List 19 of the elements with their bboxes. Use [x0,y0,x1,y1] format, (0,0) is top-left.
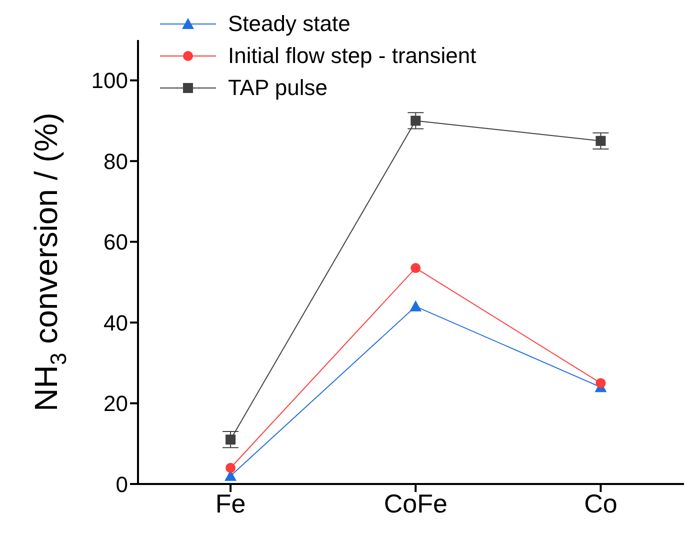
y-tick-label: 100 [91,68,128,94]
x-tick-label: Fe [215,488,246,518]
x-tick-label: Co [584,488,618,518]
point [410,300,422,312]
point [226,462,236,473]
point [410,263,421,274]
point [596,136,606,146]
legend-label: Initial flow step - transient [228,43,476,69]
legend-label: TAP pulse [228,75,328,101]
x-tick-label: CoFe [384,488,448,518]
y-tick-label: 40 [104,310,128,336]
y-tick-label: 60 [104,230,128,255]
point [226,434,236,445]
y-tick-label: 0 [116,472,128,497]
legend-label: Steady state [228,11,350,37]
y-tick-label: 20 [104,391,128,416]
point [596,378,606,388]
point [410,116,421,126]
y-tick-label: 80 [104,148,128,174]
